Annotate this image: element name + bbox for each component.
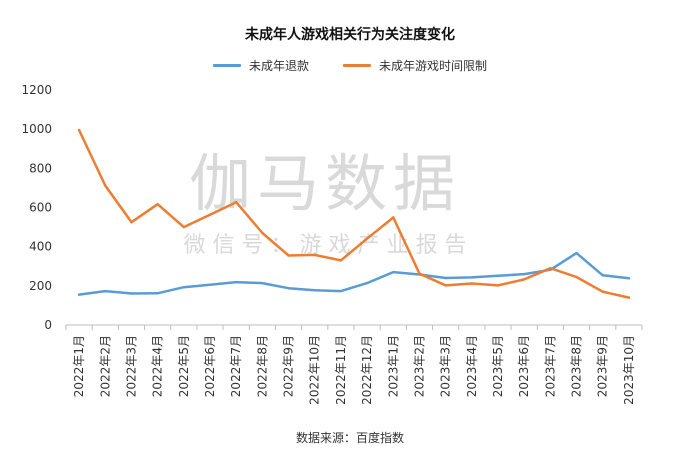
data-point-time-limit bbox=[575, 275, 578, 279]
x-tick-label: 2022年5月 bbox=[177, 335, 191, 397]
x-tick-label: 2023年3月 bbox=[439, 335, 453, 397]
data-point-refund bbox=[522, 272, 526, 276]
x-tick-label: 2023年8月 bbox=[570, 335, 584, 397]
data-point-refund bbox=[496, 274, 500, 278]
x-tick-label: 2023年2月 bbox=[412, 335, 426, 397]
data-point-time-limit bbox=[392, 216, 395, 219]
legend-item-time-limit: 未成年游戏时间限制 bbox=[343, 57, 487, 74]
x-tick-label: 2022年4月 bbox=[151, 335, 165, 397]
y-tick-label: 600 bbox=[29, 201, 52, 215]
x-tick-label: 2022年10月 bbox=[308, 335, 322, 405]
x-tick-label: 2022年9月 bbox=[282, 335, 296, 397]
data-point-time-limit bbox=[444, 284, 447, 287]
data-point-refund bbox=[261, 281, 264, 285]
x-tick-label: 2023年10月 bbox=[622, 335, 636, 405]
y-tick-label: 800 bbox=[29, 161, 52, 175]
data-point-refund bbox=[365, 281, 369, 285]
legend-label-refund: 未成年退款 bbox=[248, 59, 309, 73]
data-point-time-limit bbox=[104, 184, 107, 187]
data-point-time-limit bbox=[470, 282, 474, 285]
data-point-time-limit bbox=[287, 254, 290, 257]
data-point-time-limit bbox=[549, 267, 552, 270]
data-point-refund bbox=[156, 292, 159, 295]
data-point-time-limit bbox=[496, 284, 500, 287]
x-tick-label: 2023年7月 bbox=[543, 335, 557, 397]
data-point-time-limit bbox=[313, 253, 316, 257]
x-tick-label: 2022年11月 bbox=[334, 335, 348, 405]
data-point-refund bbox=[208, 283, 212, 286]
data-point-time-limit bbox=[365, 237, 369, 240]
data-point-refund bbox=[104, 289, 107, 293]
data-point-time-limit bbox=[339, 259, 343, 262]
x-tick-label: 2022年2月 bbox=[98, 335, 112, 397]
data-point-refund bbox=[234, 280, 238, 284]
data-point-refund bbox=[470, 276, 474, 279]
data-point-refund bbox=[601, 274, 604, 277]
data-point-time-limit bbox=[522, 278, 526, 281]
chart-legend: 未成年退款 未成年游戏时间限制 bbox=[0, 57, 700, 74]
data-point-time-limit bbox=[418, 272, 421, 275]
chart-title: 未成年人游戏相关行为关注度变化 bbox=[245, 27, 455, 43]
data-point-time-limit bbox=[234, 201, 238, 204]
y-tick-label: 200 bbox=[29, 279, 52, 293]
x-tick-label: 2022年6月 bbox=[203, 335, 217, 397]
x-tick-label: 2023年4月 bbox=[465, 335, 479, 397]
data-point-time-limit bbox=[261, 231, 264, 235]
data-point-time-limit bbox=[77, 128, 81, 132]
x-tick-label: 2023年6月 bbox=[517, 335, 531, 397]
data-point-refund bbox=[287, 286, 290, 290]
data-point-time-limit bbox=[130, 220, 133, 224]
x-tick-label: 2022年3月 bbox=[124, 335, 138, 397]
x-tick-label: 2023年5月 bbox=[491, 335, 505, 397]
data-point-time-limit bbox=[601, 290, 604, 293]
data-point-time-limit bbox=[208, 213, 212, 216]
series-line-time-limit bbox=[77, 128, 631, 299]
data-point-refund bbox=[444, 276, 447, 280]
data-point-refund bbox=[339, 289, 343, 293]
data-point-time-limit bbox=[627, 296, 631, 299]
data-point-refund bbox=[627, 276, 631, 280]
y-tick-label: 0 bbox=[44, 318, 52, 332]
y-tick-label: 400 bbox=[29, 240, 52, 254]
legend-swatch-time-limit bbox=[343, 64, 371, 67]
series-line-refund bbox=[77, 251, 631, 296]
watermark-logo-text: 伽马数据 bbox=[189, 147, 461, 220]
x-tick-label: 2023年9月 bbox=[596, 335, 610, 397]
data-point-refund bbox=[182, 286, 186, 289]
data-point-time-limit bbox=[156, 202, 159, 206]
data-source-note: 数据来源：百度指数 bbox=[295, 431, 404, 445]
data-point-refund bbox=[77, 293, 81, 296]
x-tick-label: 2022年1月 bbox=[72, 335, 86, 397]
data-point-refund bbox=[130, 292, 133, 295]
data-point-refund bbox=[392, 270, 395, 274]
data-point-refund bbox=[575, 251, 578, 255]
data-point-time-limit bbox=[182, 225, 186, 229]
y-tick-label: 1000 bbox=[21, 122, 52, 136]
y-tick-label: 1200 bbox=[21, 83, 52, 97]
x-tick-label: 2022年7月 bbox=[229, 335, 243, 397]
legend-swatch-refund bbox=[212, 64, 241, 67]
x-tick-label: 2023年1月 bbox=[386, 335, 400, 397]
legend-label-time-limit: 未成年游戏时间限制 bbox=[379, 59, 488, 73]
legend-item-refund: 未成年退款 bbox=[212, 57, 309, 74]
x-tick-label: 2022年12月 bbox=[360, 335, 374, 405]
watermark-subtext: 微 信 号 ： 游 戏 产 业 报 告 bbox=[184, 233, 467, 258]
data-point-refund bbox=[313, 289, 316, 292]
x-tick-label: 2022年8月 bbox=[255, 335, 269, 397]
